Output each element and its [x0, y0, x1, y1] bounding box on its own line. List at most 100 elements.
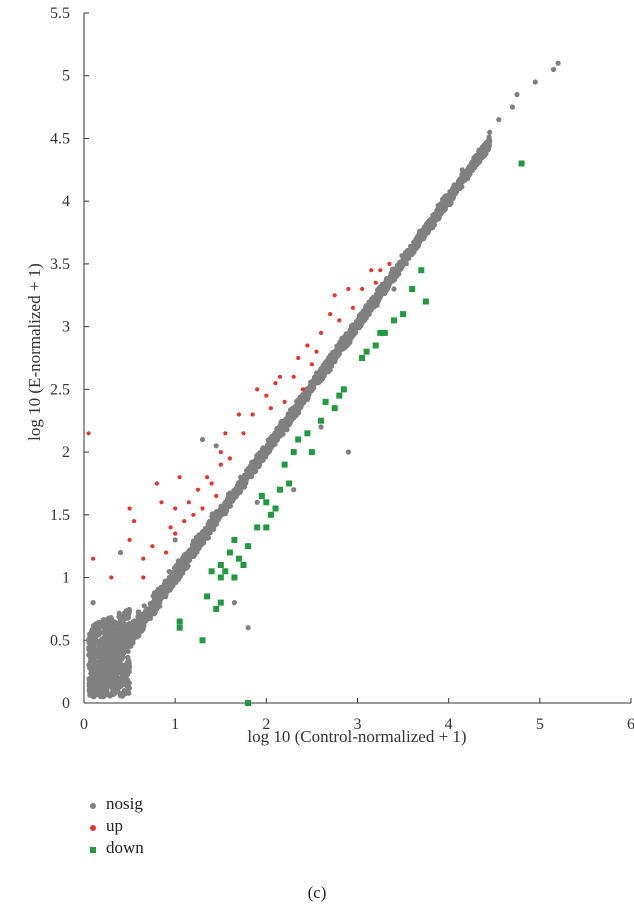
up-point [337, 318, 342, 323]
up-point [132, 519, 137, 524]
up-point [209, 481, 214, 486]
nosig-point [169, 577, 175, 583]
nosig-point [97, 664, 103, 670]
down-point [272, 505, 279, 512]
nosig-point [276, 428, 282, 434]
nosig-point [391, 286, 397, 292]
up-point [218, 462, 223, 467]
up-point [200, 506, 205, 511]
nosig-point [366, 299, 372, 305]
down-point [377, 329, 384, 336]
nosig-point [122, 616, 128, 622]
legend-label-up: up [106, 816, 123, 835]
up-point [168, 525, 173, 530]
y-tick-label: 5 [62, 68, 70, 85]
nosig-point [126, 658, 132, 664]
nosig-point [357, 316, 363, 322]
nosig-point-cloud [86, 134, 493, 700]
down-point [245, 700, 252, 706]
nosig-point [92, 685, 99, 692]
down-point [263, 524, 270, 531]
up-point [296, 355, 301, 361]
up-point [141, 575, 146, 580]
up-point [186, 500, 191, 505]
nosig-point [367, 306, 373, 313]
nosig-point [100, 649, 106, 656]
nosig-point [326, 361, 332, 367]
nosig-point [199, 539, 205, 545]
nosig-point [555, 60, 561, 66]
nosig-point [168, 585, 174, 591]
up-point [350, 305, 355, 310]
up-point [227, 456, 232, 461]
up-point [141, 556, 146, 561]
nosig-point [178, 563, 184, 569]
nosig-point [93, 672, 99, 679]
nosig-point [259, 455, 266, 461]
down-point [372, 342, 379, 349]
nosig-point [89, 677, 95, 683]
up-point [205, 475, 210, 480]
nosig-point [237, 480, 243, 486]
x-tick-label: 6 [627, 716, 634, 733]
y-tick-label: 0 [62, 695, 70, 712]
down-point [208, 568, 215, 575]
legend-item-down: down [86, 837, 144, 859]
up-point [127, 537, 132, 543]
down-point [236, 555, 242, 562]
nosig-point [440, 202, 446, 208]
nosig-point [117, 650, 124, 656]
nosig-point [109, 637, 115, 643]
up-point [305, 343, 310, 348]
y-tick-label: 5.5 [50, 5, 70, 22]
nosig-point [245, 625, 251, 631]
down-point [231, 536, 238, 543]
nosig-point [380, 286, 386, 292]
nosig-point [254, 499, 260, 505]
up-point [127, 506, 132, 511]
nosig-point [101, 628, 107, 634]
nosig-point [335, 345, 341, 351]
nosig-point [102, 684, 108, 690]
nosig-point [112, 641, 118, 647]
nosig-point [121, 639, 128, 646]
nosig-point [432, 214, 438, 220]
nosig-point [254, 460, 260, 466]
up-point [360, 286, 365, 292]
up-point [264, 393, 269, 398]
nosig-point [362, 315, 369, 321]
nosig-dot-icon [90, 803, 96, 809]
down-point [277, 486, 283, 493]
up-point [268, 406, 273, 411]
down-point [359, 355, 366, 361]
down-point [240, 562, 247, 568]
nosig-point [487, 129, 493, 135]
nosig-point [163, 591, 169, 597]
down-point [204, 593, 211, 600]
y-tick-label: 1.5 [50, 507, 70, 524]
down-point [308, 449, 315, 456]
nosig-point [242, 477, 248, 484]
nosig-point [224, 502, 230, 509]
down-point [304, 430, 311, 437]
up-point [378, 268, 383, 273]
nosig-point [189, 551, 195, 557]
up-point [273, 381, 278, 386]
down-point [400, 311, 407, 318]
nosig-point [118, 645, 124, 651]
nosig-point [158, 588, 164, 594]
figure-caption: (c) [307, 883, 327, 902]
up-point [373, 280, 378, 285]
down-point [258, 493, 265, 499]
down-point [176, 618, 183, 625]
nosig-point [105, 626, 111, 633]
x-tick-label: 0 [80, 716, 88, 733]
down-point [331, 405, 338, 412]
x-tick-label: 4 [445, 716, 453, 733]
nosig-point [108, 663, 114, 670]
down-point [217, 599, 224, 606]
nosig-point [455, 183, 462, 189]
nosig-point [352, 326, 358, 332]
nosig-point [459, 167, 465, 173]
nosig-point [209, 513, 215, 520]
